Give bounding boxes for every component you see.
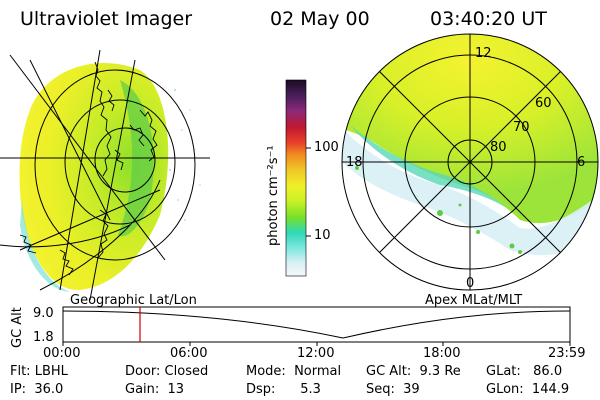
mlt-label-6: 6 [577,155,586,170]
x-tick-0000: 00:00 [43,346,81,361]
door-status: Door: Closed [125,364,209,379]
x-tick-1800: 18:00 [423,346,461,361]
altitude-y-tick-high: 9.0 [33,306,54,321]
date-label: 02 May 00 [270,8,370,30]
glat-status: GLat: 86.0 [486,364,563,379]
x-tick-0600: 06:00 [170,346,208,361]
dsp-status: Dsp: 5.3 [246,382,321,397]
mlt-label-12: 12 [475,46,492,61]
altitude-y-label: GC Alt [10,307,25,348]
x-tick-1200: 12:00 [297,346,335,361]
seq-status: Seq: 39 [366,382,420,397]
mode-status: Mode: Normal [246,364,342,379]
mlat-label-80: 80 [490,140,507,155]
gain-status: Gain: 13 [125,382,185,397]
ip-status: IP: 36.0 [10,382,64,397]
flt-status: Flt: LBHL [10,364,68,379]
colorbar-tick-10: 10 [314,228,331,243]
mlt-label-0: 0 [466,276,475,291]
apex-panel-label: Apex MLat/MLT [425,293,523,308]
x-tick-2359: 23:59 [548,346,586,361]
colorbar-tick-100: 100 [314,140,339,155]
mlt-label-18: 18 [346,155,363,170]
mlat-label-60: 60 [535,96,552,111]
glon-status: GLon: 144.9 [486,382,570,397]
time-label: 03:40:20 UT [430,8,547,30]
instrument-title: Ultraviolet Imager [20,8,193,30]
altitude-y-tick-low: 1.8 [33,330,54,345]
mlat-label-70: 70 [513,120,530,135]
geographic-panel-label: Geographic Lat/Lon [70,293,197,308]
gc-alt-status: GC Alt: 9.3 Re [366,364,461,379]
